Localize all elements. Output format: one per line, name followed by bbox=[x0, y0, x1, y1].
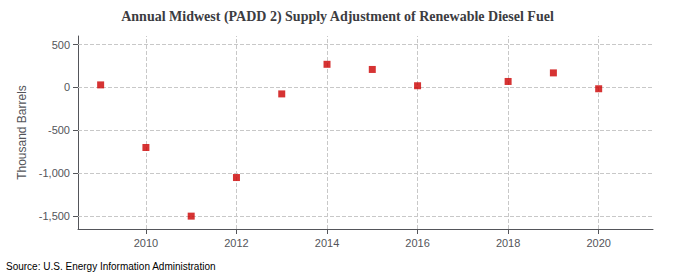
svg-text:2020: 2020 bbox=[586, 237, 610, 249]
svg-text:-1,000: -1,000 bbox=[39, 167, 70, 179]
svg-text:-500: -500 bbox=[48, 124, 70, 136]
svg-text:-1,500: -1,500 bbox=[39, 210, 70, 222]
svg-text:0: 0 bbox=[64, 81, 70, 93]
svg-text:Annual Midwest (PADD 2) Supply: Annual Midwest (PADD 2) Supply Adjustmen… bbox=[121, 9, 554, 25]
svg-text:Thousand Barrels: Thousand Barrels bbox=[15, 85, 29, 180]
svg-text:Source: U.S. Energy Informatio: Source: U.S. Energy Information Administ… bbox=[6, 261, 216, 272]
svg-text:2012: 2012 bbox=[224, 237, 248, 249]
svg-text:2010: 2010 bbox=[134, 237, 158, 249]
svg-text:2014: 2014 bbox=[315, 237, 339, 249]
svg-text:2018: 2018 bbox=[496, 237, 520, 249]
svg-text:500: 500 bbox=[52, 39, 70, 51]
svg-text:2016: 2016 bbox=[405, 237, 429, 249]
